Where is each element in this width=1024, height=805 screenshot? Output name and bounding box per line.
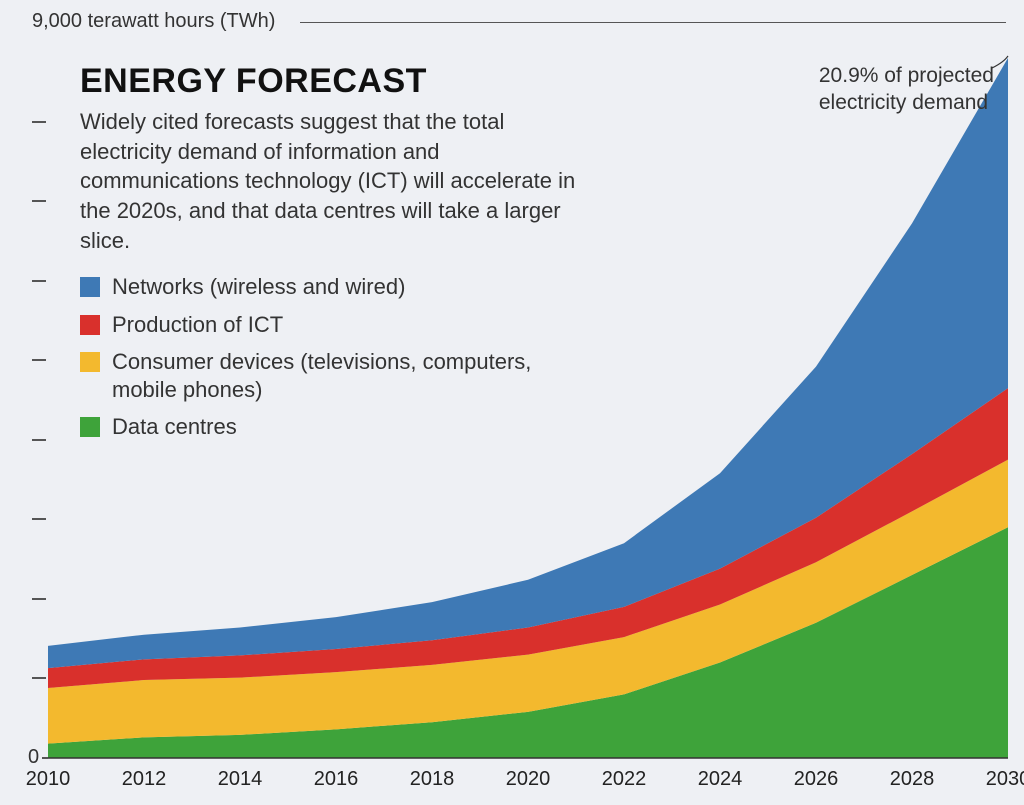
y-tick-dash [32,439,46,441]
x-axis-label: 2022 [602,768,647,791]
y-tick-dash [32,121,46,123]
legend-label: Production of ICT [112,311,283,339]
x-axis-label: 2010 [26,768,71,791]
x-axis-label: 2012 [122,768,167,791]
y-tick-dash [32,200,46,202]
energy-forecast-chart: 9,000 terawatt hours (TWh) 0 20102012201… [0,0,1024,805]
y-tick-dash [32,518,46,520]
y-tick-dash [32,280,46,282]
legend-item-consumer_devices: Consumer devices (televisions, computers… [80,348,600,403]
annotation-line2: electricity demand [819,91,988,114]
chart-title-block: ENERGY FORECAST Widely cited forecasts s… [80,62,600,451]
y-axis-zero-label: 0 [28,746,39,769]
legend-item-networks: Networks (wireless and wired) [80,273,600,301]
x-axis-label: 2030 [986,768,1024,791]
y-tick-dash [32,677,46,679]
annotation-label: 20.9% of projected electricity demand [819,62,994,117]
x-axis-label: 2018 [410,768,455,791]
legend-swatch [80,417,100,437]
x-axis-label: 2024 [698,768,743,791]
y-tick-dash-zero [42,757,48,759]
legend-swatch [80,352,100,372]
x-axis-label: 2020 [506,768,551,791]
chart-title: ENERGY FORECAST [80,62,600,101]
x-axis-label: 2026 [794,768,839,791]
legend-item-data_centres: Data centres [80,413,600,441]
x-axis-label: 2014 [218,768,263,791]
x-axis-label: 2016 [314,768,359,791]
y-tick-dash [32,359,46,361]
chart-subtitle: Widely cited forecasts suggest that the … [80,107,600,255]
legend-swatch [80,315,100,335]
y-tick-dash [32,598,46,600]
legend-item-production_ict: Production of ICT [80,311,600,339]
legend-label: Data centres [112,413,237,441]
legend-swatch [80,277,100,297]
legend: Networks (wireless and wired) Production … [80,273,600,441]
x-axis-label: 2028 [890,768,935,791]
annotation-line1: 20.9% of projected [819,64,994,87]
legend-label: Networks (wireless and wired) [112,273,405,301]
legend-label: Consumer devices (televisions, computers… [112,348,542,403]
